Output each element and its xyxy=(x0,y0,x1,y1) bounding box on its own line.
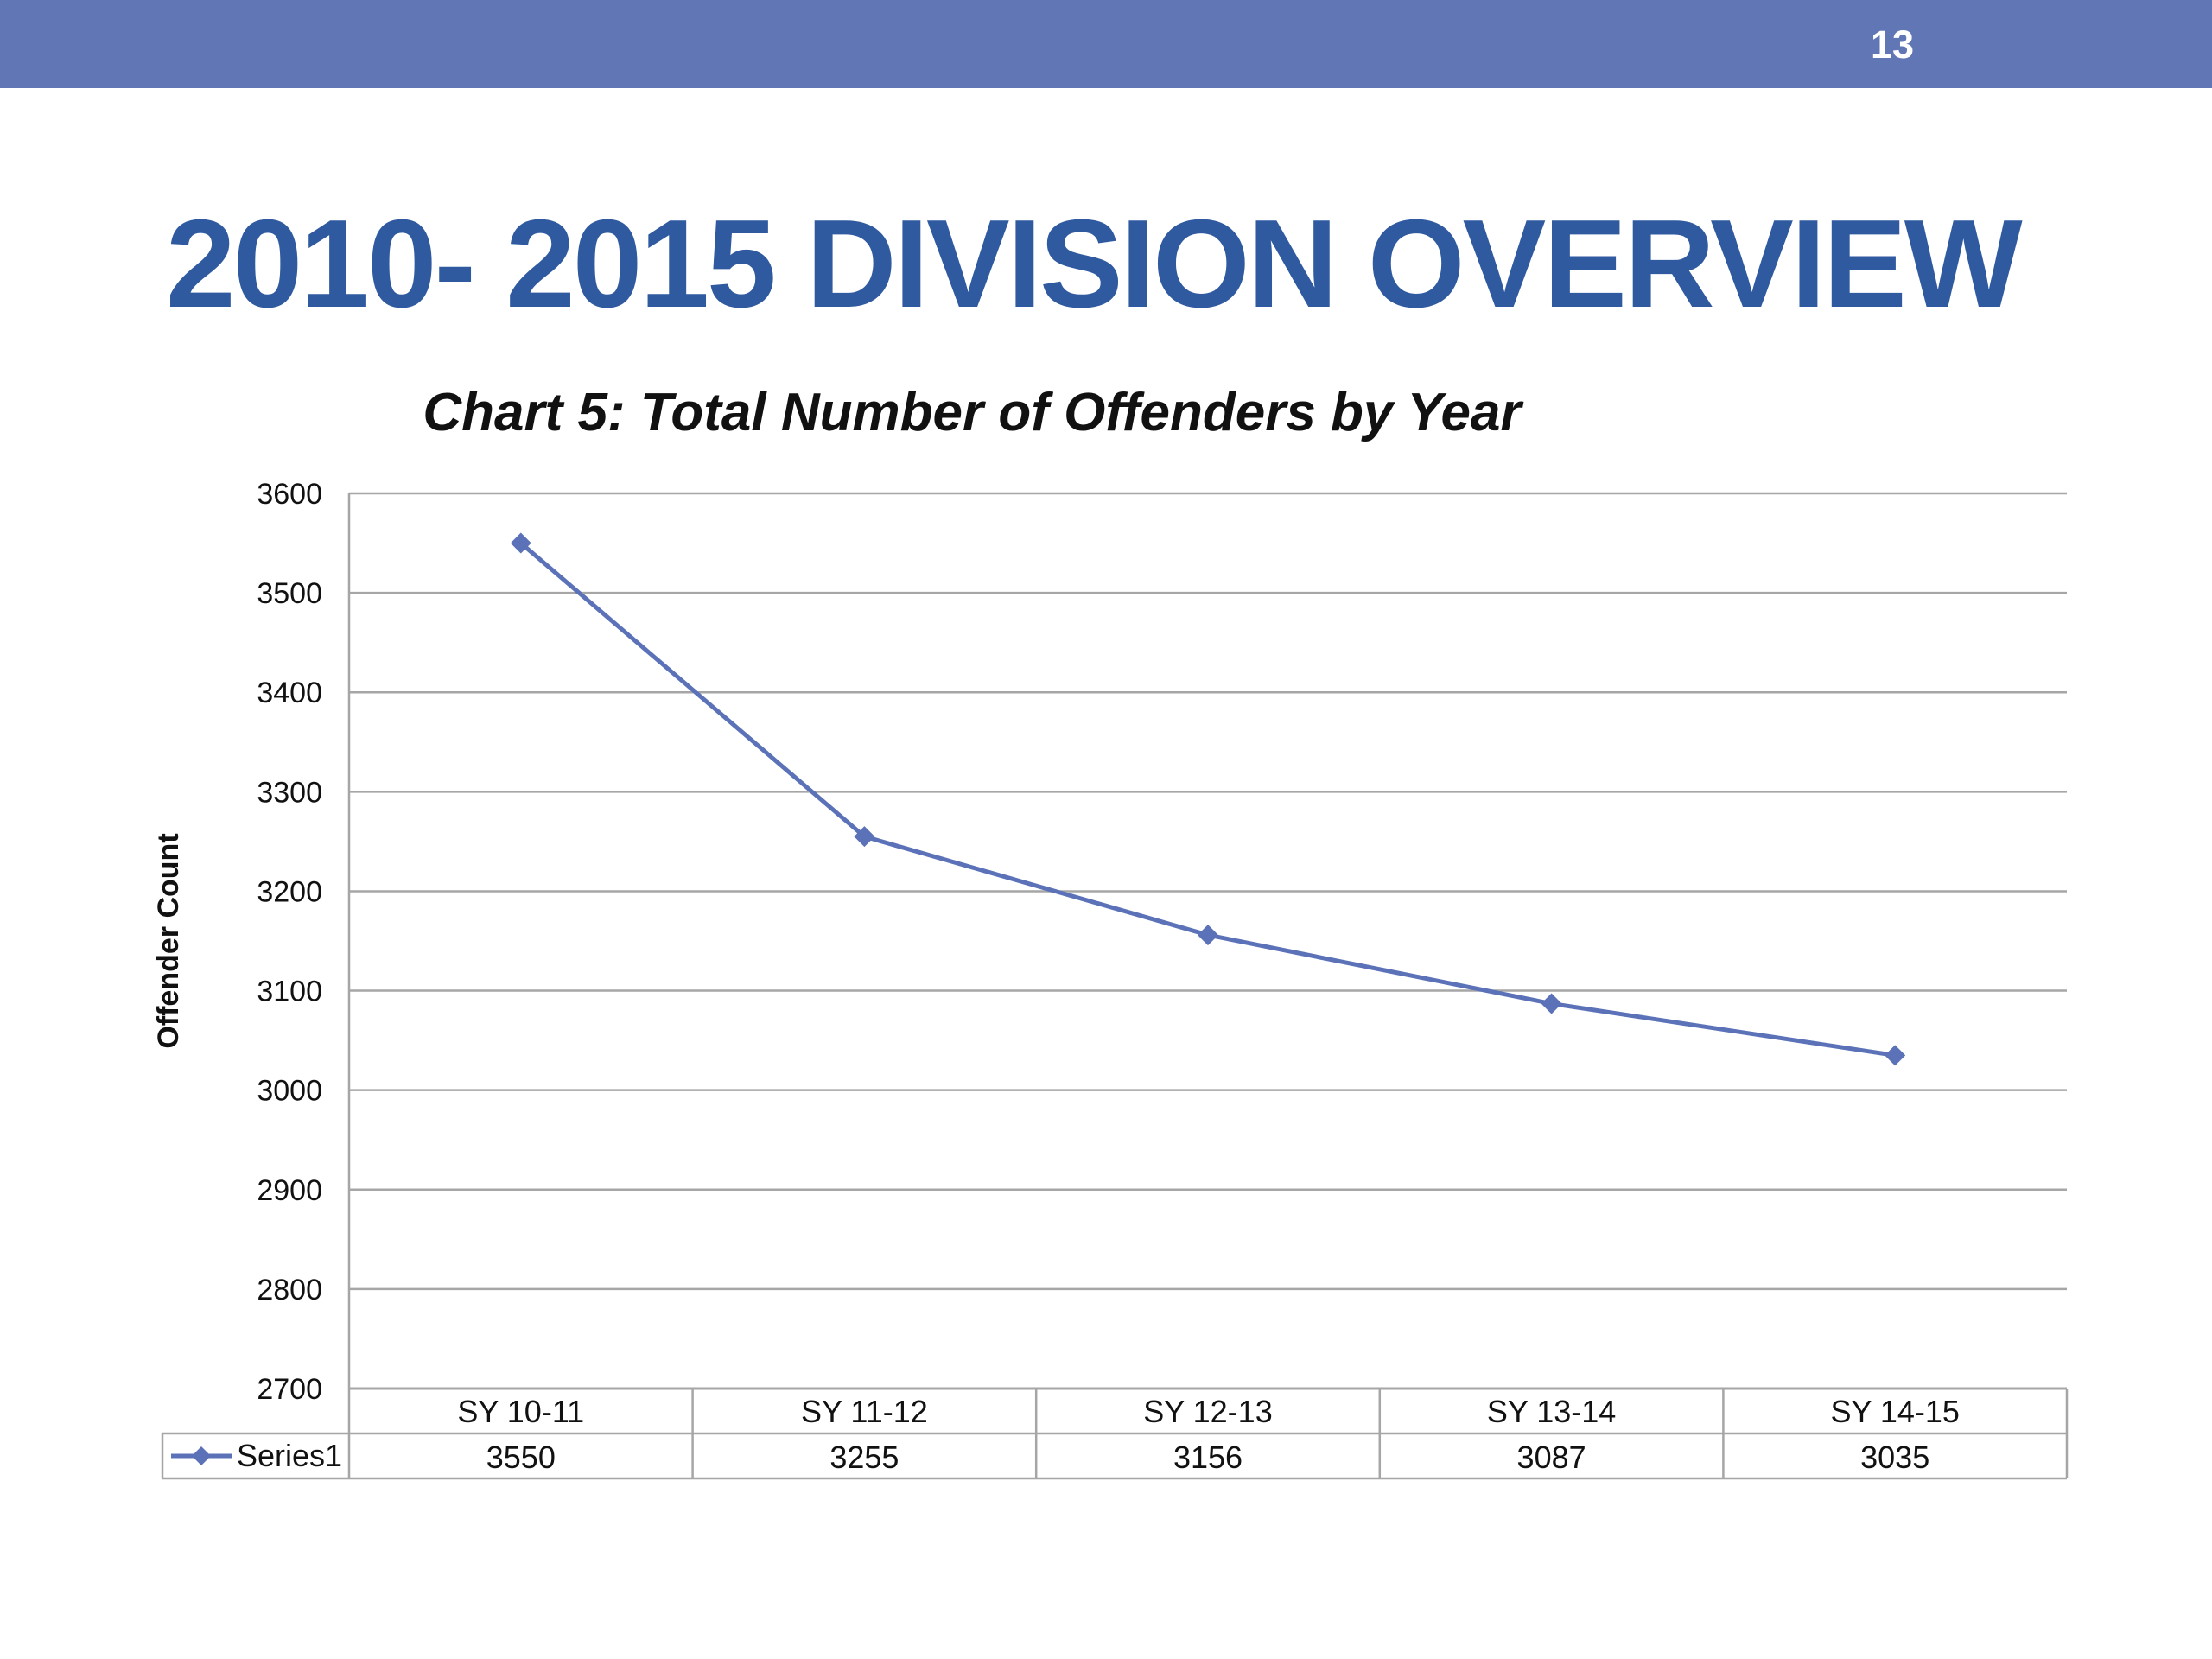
data-table-value: 3087 xyxy=(1517,1440,1586,1475)
data-point xyxy=(510,532,531,554)
x-tick-label: SY 12-13 xyxy=(1143,1394,1272,1429)
x-tick-label: SY 10-11 xyxy=(457,1394,584,1429)
header-bar xyxy=(0,0,2212,88)
legend-marker xyxy=(192,1446,211,1465)
series-line xyxy=(519,541,1896,1058)
slide-title: 2010- 2015 DIVISION OVERVIEW xyxy=(166,194,2023,334)
chart-title: Chart 5: Total Number of Offenders by Ye… xyxy=(423,383,1523,442)
x-tick-label: SY 14-15 xyxy=(1830,1394,1959,1429)
y-tick-label: 3200 xyxy=(257,875,322,908)
data-point xyxy=(1198,925,1218,946)
y-tick-label: 3600 xyxy=(257,478,322,511)
y-axis-title: Offender Count xyxy=(152,833,185,1048)
y-tick-label: 3000 xyxy=(257,1075,322,1108)
y-tick-label: 3300 xyxy=(257,776,322,809)
y-tick-label: 3400 xyxy=(257,677,322,709)
y-tick-label: 2700 xyxy=(257,1373,322,1406)
x-tick-label: SY 13-14 xyxy=(1487,1394,1616,1429)
data-point xyxy=(854,826,875,848)
y-tick-label: 2900 xyxy=(257,1174,322,1207)
legend-label: Series1 xyxy=(237,1438,342,1473)
y-tick-label: 3500 xyxy=(257,577,322,610)
x-tick-label: SY 11-12 xyxy=(801,1394,928,1429)
data-table-value: 3550 xyxy=(486,1440,556,1475)
slide-number: 13 xyxy=(1870,22,1915,67)
data-point xyxy=(1541,993,1562,1014)
data-point xyxy=(1885,1045,1906,1066)
y-tick-label: 3100 xyxy=(257,976,322,1008)
data-table-value: 3156 xyxy=(1173,1440,1243,1475)
data-table-value: 3255 xyxy=(830,1440,899,1475)
y-tick-label: 2800 xyxy=(257,1274,322,1306)
data-table-value: 3035 xyxy=(1860,1440,1929,1475)
